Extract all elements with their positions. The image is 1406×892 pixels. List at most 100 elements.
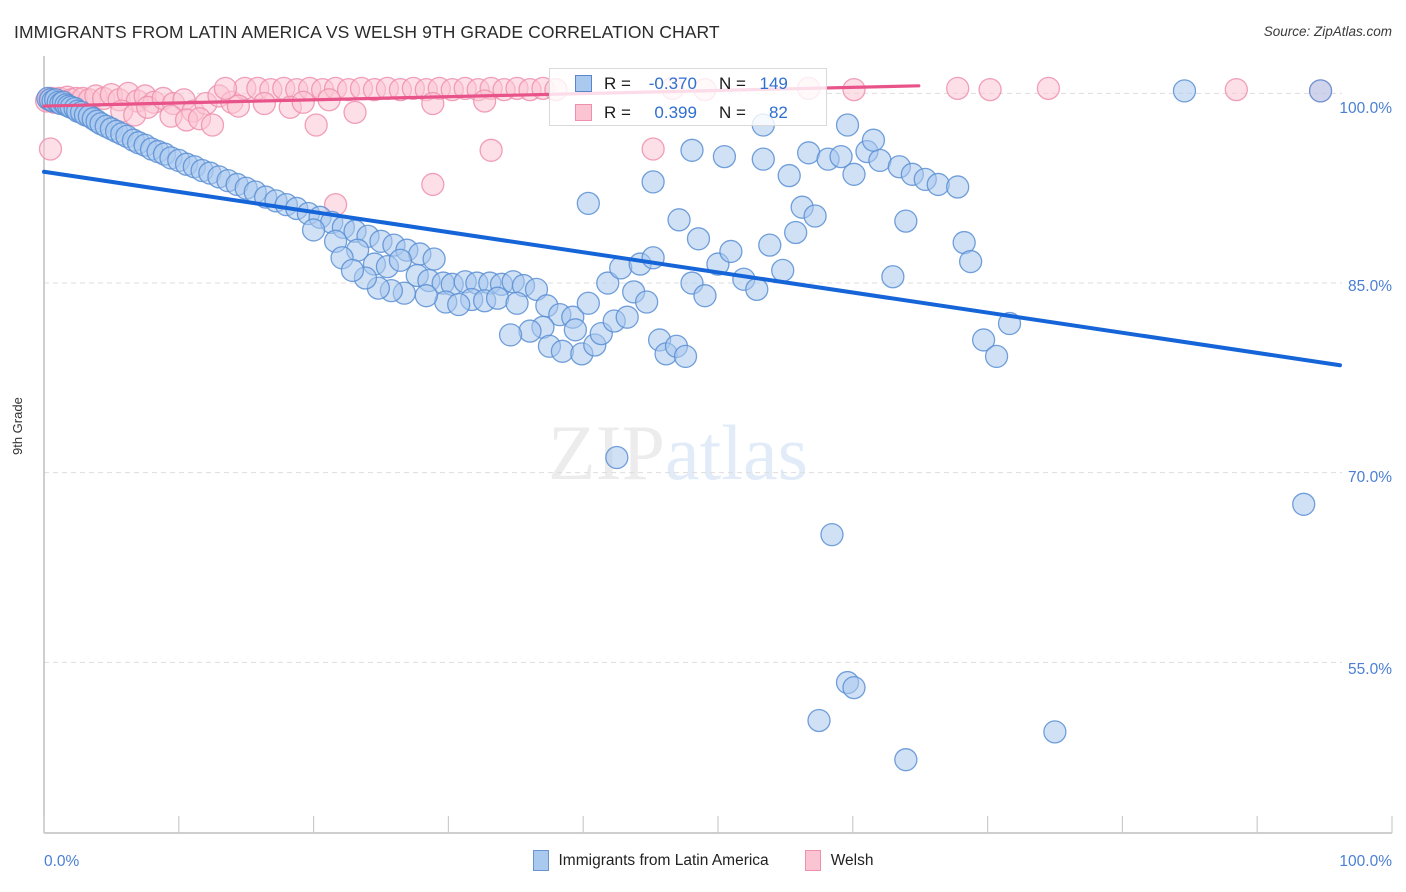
data-point	[498, 323, 523, 347]
stats-r-label-1: R =	[604, 73, 631, 93]
data-point	[796, 141, 821, 165]
data-point	[213, 76, 238, 100]
data-point	[745, 277, 769, 302]
stats-n-label-2: N =	[718, 102, 746, 122]
data-point	[1308, 79, 1333, 103]
data-point	[958, 249, 983, 274]
data-point	[641, 137, 665, 161]
data-point	[771, 258, 795, 283]
legend-item-welsh[interactable]: Welsh	[804, 850, 874, 871]
data-point	[686, 227, 711, 251]
stats-r-value-2: 0.399	[654, 102, 697, 122]
data-point	[421, 172, 445, 197]
data-point	[524, 277, 549, 302]
data-point	[751, 147, 775, 171]
legend-swatch-immigrants-icon	[532, 850, 549, 871]
data-point	[861, 128, 886, 152]
data-point	[835, 113, 860, 137]
chart-legend: Immigrants from Latin America Welsh	[0, 850, 1406, 871]
data-point	[343, 100, 367, 125]
data-point	[881, 265, 905, 289]
data-point	[868, 148, 892, 173]
data-point	[894, 748, 918, 772]
data-point	[414, 284, 438, 308]
data-point	[252, 91, 276, 116]
data-point	[447, 292, 471, 317]
data-point	[472, 89, 497, 113]
y-tick-label-55: 55.0%	[1348, 661, 1392, 678]
data-point	[784, 220, 808, 245]
data-point	[485, 286, 510, 310]
data-point	[634, 290, 659, 314]
data-point	[1224, 77, 1248, 102]
data-point	[926, 172, 950, 197]
data-point	[803, 204, 827, 228]
x-tick-label-max: 100.0%	[1339, 853, 1392, 870]
stats-n-label-1: N =	[718, 73, 746, 93]
data-point	[673, 344, 698, 369]
data-point	[842, 77, 866, 102]
stats-row-welsh: R = 0.399 N = 82	[550, 98, 826, 127]
data-point	[1172, 79, 1197, 103]
data-point	[518, 319, 542, 343]
stats-swatch-welsh-icon	[575, 104, 592, 121]
data-point	[820, 522, 844, 547]
data-point	[894, 209, 918, 233]
y-tick-label-70: 70.0%	[1348, 469, 1392, 486]
data-point	[842, 675, 866, 700]
data-point	[829, 144, 853, 169]
data-point	[946, 76, 970, 100]
data-point	[777, 163, 801, 188]
data-point	[388, 248, 413, 272]
scatter-series-immigrants	[36, 79, 1333, 772]
data-point	[422, 247, 446, 271]
legend-item-immigrants[interactable]: Immigrants from Latin America	[532, 850, 769, 871]
data-point	[758, 233, 782, 257]
y-tick-label-100: 100.0%	[1339, 100, 1392, 117]
data-point	[641, 170, 665, 194]
data-point	[978, 77, 1002, 102]
data-point	[340, 258, 365, 283]
data-point	[667, 208, 691, 232]
data-point	[226, 94, 251, 118]
stats-row-immigrants: R = -0.370 N = 149	[550, 69, 826, 98]
data-point	[605, 445, 629, 470]
data-point	[550, 339, 575, 363]
data-point	[615, 305, 639, 329]
data-point	[842, 162, 866, 186]
data-point	[1043, 720, 1067, 744]
data-point	[38, 137, 63, 161]
stats-swatch-immigrants-icon	[575, 75, 592, 92]
data-point	[807, 708, 831, 733]
data-point	[576, 191, 600, 216]
data-point	[680, 138, 704, 162]
data-point	[693, 284, 717, 308]
data-point	[1036, 76, 1061, 100]
x-tick-label-min: 0.0%	[44, 853, 80, 870]
data-point	[1292, 492, 1316, 516]
data-point	[301, 218, 326, 242]
source-label: Source: ZipAtlas.com	[1263, 24, 1392, 39]
stats-r-label-2: R =	[604, 102, 631, 122]
data-point	[984, 344, 1009, 369]
data-point	[576, 291, 600, 315]
legend-swatch-welsh-icon	[804, 850, 821, 871]
y-tick-label-85: 85.0%	[1348, 278, 1392, 295]
data-point	[505, 291, 529, 315]
stats-n-value-2: 82	[768, 102, 788, 122]
legend-label-welsh: Welsh	[830, 851, 874, 869]
data-point	[596, 271, 620, 295]
data-point	[291, 90, 315, 114]
legend-label-immigrants: Immigrants from Latin America	[558, 851, 769, 869]
data-point	[971, 328, 996, 352]
stats-n-value-1: 149	[759, 73, 788, 93]
data-point	[563, 318, 588, 342]
data-point	[304, 113, 328, 137]
data-point	[946, 175, 970, 199]
correlation-stats-box: R = -0.370 N = 149 R = 0.399 N = 82	[549, 68, 827, 126]
data-point	[479, 138, 503, 162]
data-point	[719, 239, 743, 264]
page-title: IMMIGRANTS FROM LATIN AMERICA VS WELSH 9…	[14, 22, 720, 42]
